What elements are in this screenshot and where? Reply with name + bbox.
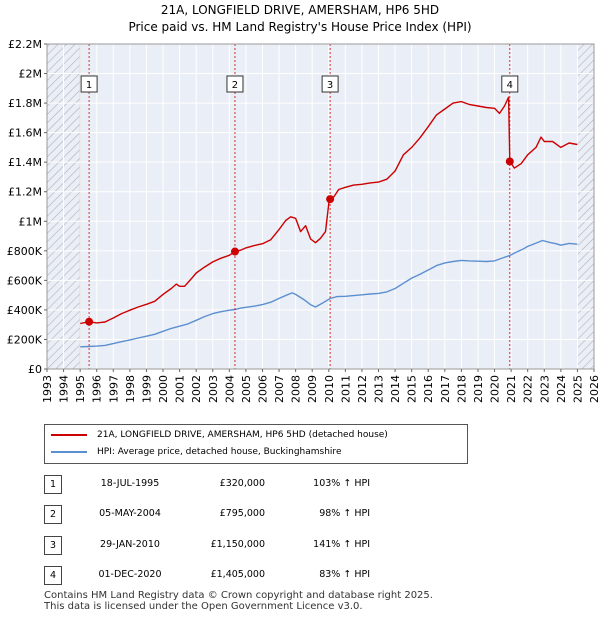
- y-tick-label: £600K: [7, 274, 43, 287]
- x-tick-label: 2023: [538, 375, 551, 403]
- sale-point-2: [230, 247, 239, 256]
- sale-row: 3 29-JAN-2010 £1,150,000 141% ↑ HPI: [0, 536, 600, 556]
- hatched-region-2: [577, 44, 594, 369]
- sale-number: 1: [44, 475, 62, 494]
- sale-hpi-change: 83% ↑ HPI: [319, 569, 370, 580]
- x-tick-label: 2020: [489, 375, 502, 403]
- sale-point-4: [505, 157, 514, 166]
- y-tick-label: £1.4M: [8, 156, 42, 169]
- price-chart: 1 2 3 4 £0 £200K £400K £600K £800K £1M £1.2M £1.4M…: [7, 38, 600, 403]
- x-tick-label: 2008: [290, 375, 303, 403]
- sale-row: 2 05-MAY-2004 £795,000 98% ↑ HPI: [0, 505, 600, 525]
- x-tick-label: 2019: [472, 375, 485, 403]
- sale-row: 4 01-DEC-2020 £1,405,000 83% ↑ HPI: [0, 566, 600, 586]
- x-tick-label: 2014: [389, 375, 402, 403]
- x-tick-label: 2018: [455, 375, 468, 403]
- property-series-line: [80, 96, 578, 325]
- x-tick-label: 1995: [74, 375, 87, 403]
- footer-line-1: Contains HM Land Registry data © Crown c…: [44, 590, 433, 601]
- x-tick-label: 2009: [306, 375, 319, 403]
- x-tick-label: 1999: [140, 375, 153, 403]
- x-tick-label: 2012: [356, 375, 369, 403]
- y-tick-label: £800K: [7, 245, 43, 258]
- x-tick-label: 2007: [273, 375, 286, 403]
- sale-row: 1 18-JUL-1995 £320,000 103% ↑ HPI: [0, 475, 600, 495]
- sale-hpi-change: 98% ↑ HPI: [319, 508, 370, 519]
- x-tick-label: 2006: [256, 375, 269, 403]
- plot-background: [47, 44, 594, 369]
- x-tick-label: 2004: [223, 375, 236, 403]
- x-tick-label: 2000: [157, 375, 170, 403]
- sale-label-box-3: [321, 75, 339, 93]
- x-tick-label: 2002: [190, 375, 203, 403]
- footer: Contains HM Land Registry data © Crown c…: [44, 590, 433, 612]
- sale-label-box-2: [226, 75, 244, 93]
- sale-hpi-change: 141% ↑ HPI: [313, 539, 370, 550]
- y-tick-label: £200K: [7, 333, 43, 346]
- x-tick-label: 1994: [58, 375, 71, 403]
- chart-title: 21A, LONGFIELD DRIVE, AMERSHAM, HP6 5HD: [160, 3, 440, 17]
- x-tick-label: 2025: [571, 375, 584, 403]
- sale-number: 2: [44, 505, 62, 524]
- sale-label-box-4: [501, 75, 519, 93]
- sale-point-1: [85, 317, 94, 326]
- x-tick-label: 2016: [422, 375, 435, 403]
- x-tick-label: 2015: [406, 375, 419, 403]
- x-tick-label: 2024: [555, 375, 568, 403]
- sale-number: 3: [44, 536, 62, 555]
- x-tick-label: 1998: [124, 375, 137, 403]
- sale-date: 05-MAY-2004: [99, 508, 161, 519]
- sale-price: £1,405,000: [210, 569, 265, 580]
- hpi-series-line: [80, 239, 578, 348]
- footer-line-2: This data is licensed under the Open Gov…: [44, 601, 363, 612]
- sale-point-3: [326, 195, 335, 204]
- legend-swatch-hpi: [51, 451, 87, 453]
- legend-label-property: 21A, LONGFIELD DRIVE, AMERSHAM, HP6 5HD …: [97, 430, 388, 440]
- sale-number: 4: [44, 566, 62, 585]
- x-tick-label: 2017: [439, 375, 452, 403]
- x-tick-label: 2005: [240, 375, 253, 403]
- sale-date: 18-JUL-1995: [100, 478, 160, 489]
- chart-title-block: 21A, LONGFIELD DRIVE, AMERSHAM, HP6 5HD …: [0, 2, 600, 36]
- x-tick-label: 2003: [207, 375, 220, 403]
- sale-date: 29-JAN-2010: [100, 539, 160, 550]
- x-tick-label: 2001: [174, 375, 187, 403]
- x-tick-label: 1997: [107, 375, 120, 403]
- chart-subtitle: Price paid vs. HM Land Registry's House …: [128, 20, 472, 34]
- y-tick-label: £2.2M: [8, 38, 42, 51]
- y-tick-label: £1.6M: [8, 127, 42, 140]
- x-tick-label: 2022: [522, 375, 535, 403]
- y-tick-label: £1M: [19, 215, 43, 228]
- x-tick-label: 2011: [339, 375, 352, 403]
- y-tick-label: £0: [28, 363, 42, 376]
- sale-price: £320,000: [219, 478, 265, 489]
- x-tick-label: 2026: [588, 375, 600, 403]
- x-tick-label: 2010: [323, 375, 336, 403]
- sale-price: £795,000: [219, 508, 265, 519]
- y-tick-label: £1.8M: [8, 97, 42, 110]
- legend: 21A, LONGFIELD DRIVE, AMERSHAM, HP6 5HD …: [44, 424, 468, 464]
- legend-swatch-property: [51, 434, 87, 436]
- sale-label-box-1: [80, 75, 98, 93]
- y-tick-label: £400K: [7, 304, 43, 317]
- sale-hpi-change: 103% ↑ HPI: [313, 478, 370, 489]
- sale-label-1: 1: [86, 80, 92, 91]
- sale-label-3: 3: [327, 80, 333, 91]
- y-tick-label: £1.2M: [8, 186, 42, 199]
- plot-frame: [46, 43, 595, 370]
- x-tick-label: 2013: [373, 375, 386, 403]
- sale-label-2: 2: [232, 80, 238, 91]
- sale-price: £1,150,000: [210, 539, 265, 550]
- x-tick-label: 1993: [41, 375, 54, 403]
- legend-label-hpi: HPI: Average price, detached house, Buck…: [97, 447, 342, 457]
- sale-label-4: 4: [507, 80, 513, 91]
- x-tick-label: 2021: [505, 375, 518, 403]
- x-tick-label: 1996: [91, 375, 104, 403]
- sale-date: 01-DEC-2020: [98, 569, 162, 580]
- y-tick-label: £2M: [19, 68, 43, 81]
